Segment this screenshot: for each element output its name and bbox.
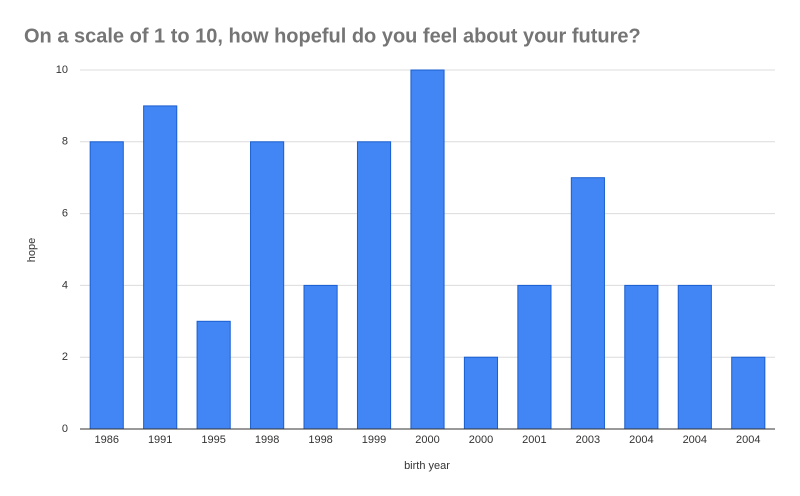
bar bbox=[356, 141, 392, 430]
x-tick-label: 1991 bbox=[148, 434, 172, 446]
y-tick-label: 4 bbox=[62, 279, 68, 291]
x-axis-label: birth year bbox=[404, 460, 450, 472]
bar bbox=[463, 356, 499, 430]
bar bbox=[143, 105, 178, 430]
bar bbox=[303, 284, 338, 430]
bar bbox=[250, 141, 285, 430]
y-tick-label: 8 bbox=[62, 136, 68, 148]
y-tick-label: 10 bbox=[56, 64, 68, 76]
x-tick-label: 1998 bbox=[308, 434, 332, 446]
bar bbox=[731, 356, 766, 430]
bar bbox=[196, 320, 231, 430]
bar bbox=[677, 284, 712, 430]
bar bbox=[89, 141, 124, 430]
y-tick-label: 0 bbox=[62, 423, 68, 435]
bar bbox=[410, 69, 445, 430]
x-tick-label: 2000 bbox=[415, 434, 439, 446]
bar bbox=[624, 284, 659, 430]
chart-title: On a scale of 1 to 10, how hopeful do yo… bbox=[24, 25, 641, 47]
x-tick-label: 2004 bbox=[683, 434, 707, 446]
bar bbox=[570, 177, 605, 430]
x-tick-label: 1998 bbox=[255, 434, 279, 446]
x-tick-label: 1999 bbox=[362, 434, 386, 446]
x-tick-label: 2004 bbox=[629, 434, 653, 446]
x-tick-label: 2000 bbox=[469, 434, 493, 446]
x-tick-label: 1995 bbox=[201, 434, 225, 446]
y-tick-label: 2 bbox=[62, 351, 68, 363]
x-tick-label: 2003 bbox=[576, 434, 600, 446]
y-tick-label: 6 bbox=[62, 208, 68, 220]
x-tick-label: 2004 bbox=[736, 434, 760, 446]
y-axis-label: hope bbox=[26, 238, 38, 262]
bar bbox=[517, 284, 552, 430]
x-tick-label: 2001 bbox=[522, 434, 546, 446]
x-tick-label: 1986 bbox=[94, 434, 118, 446]
